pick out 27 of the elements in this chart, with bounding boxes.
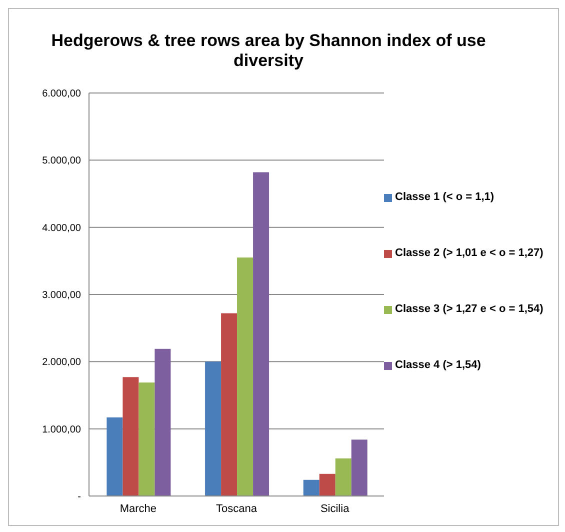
y-tick-label: 5.000,00 (42, 156, 82, 167)
x-tick-label: Sicilia (320, 502, 350, 515)
bar (351, 440, 368, 496)
bar (106, 417, 123, 496)
bar (122, 377, 139, 496)
bar (303, 480, 320, 496)
bar (138, 382, 155, 496)
y-tick-label: 3.000,00 (42, 290, 82, 302)
bar (253, 172, 270, 496)
bar (205, 362, 222, 496)
bar (154, 348, 171, 496)
bar (237, 258, 254, 496)
bar (221, 313, 238, 496)
y-tick-label: 6.000,00 (42, 88, 82, 100)
legend-label: Classe 1 (< o = 1,1) (395, 191, 494, 203)
bar (319, 474, 336, 496)
x-tick-label: Toscana (216, 502, 258, 515)
bar (335, 458, 352, 496)
y-tick-label: 2.000,00 (42, 357, 82, 368)
y-tick-label: 1.000,00 (42, 424, 82, 436)
chart-title: Hedgerows & tree rows area by Shannon index of use diversity (50, 30, 487, 72)
legend-label: Classe 2 (> 1,01 e < o = 1,27) (395, 247, 544, 259)
legend-label: Classe 3 (> 1,27 e < o = 1,54) (395, 303, 544, 315)
y-tick-label: - (78, 492, 81, 503)
y-tick-label: 4.000,00 (42, 222, 82, 234)
legend-label: Classe 4 (> 1,54) (395, 359, 481, 371)
x-tick-label: Marche (120, 502, 157, 515)
